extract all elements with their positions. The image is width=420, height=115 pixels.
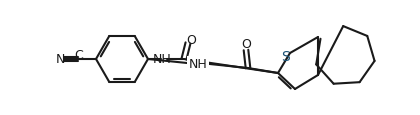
Text: NH: NH — [189, 58, 207, 70]
Text: O: O — [186, 33, 196, 46]
Text: NH: NH — [152, 53, 171, 66]
Text: C: C — [75, 49, 84, 62]
Text: N: N — [55, 53, 65, 66]
Text: S: S — [282, 50, 290, 63]
Text: O: O — [241, 38, 251, 51]
